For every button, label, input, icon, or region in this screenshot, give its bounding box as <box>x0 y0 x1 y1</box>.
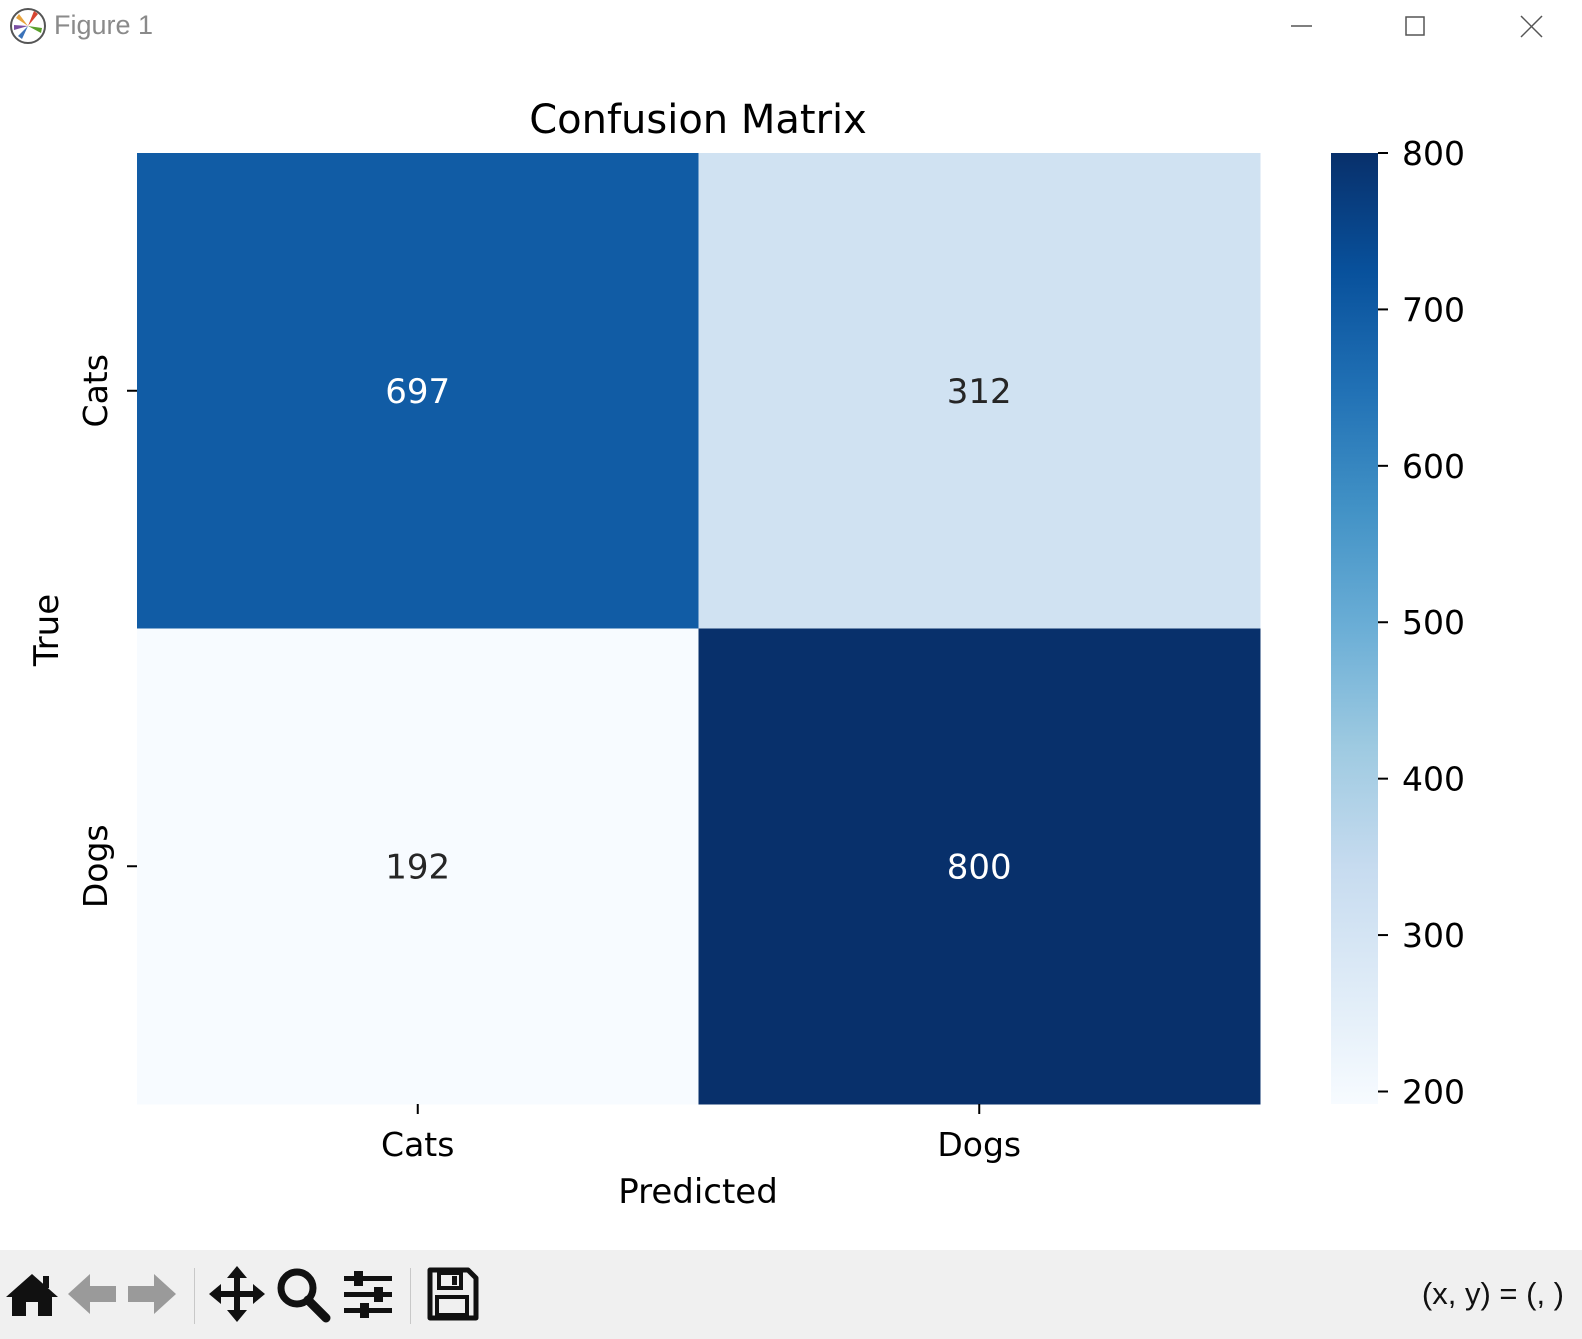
close-icon <box>1520 15 1543 38</box>
x-tick-label: Dogs <box>937 1125 1021 1164</box>
toolbar-separator <box>194 1268 195 1324</box>
window-titlebar: Figure 1 <box>0 0 1582 54</box>
maximize-icon <box>1405 16 1425 36</box>
pan-icon <box>209 1266 265 1322</box>
pan-button[interactable] <box>207 1264 267 1324</box>
matplotlib-logo-icon <box>10 8 46 44</box>
colorbar-tick-label: 600 <box>1402 447 1465 486</box>
cursor-coordinates: (x, y) = (, ) <box>1421 1276 1564 1311</box>
y-tick-label: Cats <box>76 354 115 427</box>
toolbar-separator <box>410 1268 411 1324</box>
colorbar-tick-label: 700 <box>1402 290 1465 329</box>
cell-annotation: 800 <box>947 847 1012 887</box>
colorbar <box>1331 153 1378 1104</box>
heatmap-cell <box>137 628 699 1105</box>
window-title: Figure 1 <box>54 10 154 40</box>
zoom-icon <box>277 1268 331 1323</box>
colorbar-tick-label: 300 <box>1402 916 1465 955</box>
back-icon <box>68 1274 116 1314</box>
forward-icon <box>128 1274 176 1314</box>
cell-annotation: 312 <box>947 372 1012 412</box>
configure-subplots-button[interactable] <box>338 1264 398 1324</box>
maximize-button[interactable] <box>1366 0 1466 54</box>
x-axis-label: Predicted <box>618 1172 778 1212</box>
close-button[interactable] <box>1482 0 1582 54</box>
colorbar-tick-label: 200 <box>1402 1072 1465 1111</box>
heatmap-cell <box>137 153 699 629</box>
minimize-button[interactable] <box>1252 0 1352 54</box>
cell-annotation: 697 <box>385 372 450 412</box>
y-axis-label: True <box>27 594 67 667</box>
colorbar-tick-label: 400 <box>1402 760 1465 799</box>
heatmap-cell <box>698 153 1261 629</box>
home-button[interactable] <box>2 1264 62 1324</box>
colorbar-ticks: 200 300 400 500 600 700 800 <box>1378 134 1465 1111</box>
heatmap-cells: 697 312 192 800 <box>137 153 1261 1105</box>
chart-title: Confusion Matrix <box>529 97 867 143</box>
back-button[interactable] <box>62 1264 122 1324</box>
zoom-button[interactable] <box>272 1264 332 1324</box>
forward-button[interactable] <box>122 1264 182 1324</box>
navigation-toolbar: (x, y) = (, ) <box>0 1250 1582 1339</box>
y-tick-label: Dogs <box>76 824 115 908</box>
colorbar-tick-label: 500 <box>1402 603 1465 642</box>
save-button[interactable] <box>422 1264 482 1324</box>
cell-annotation: 192 <box>385 847 450 887</box>
x-tick-label: Cats <box>381 1125 454 1164</box>
heatmap-cell <box>698 628 1261 1105</box>
colorbar-tick-label: 800 <box>1402 134 1465 173</box>
heatmap-axes: Cats Dogs Cats Dogs <box>76 354 1021 1164</box>
minimize-icon <box>1291 25 1312 27</box>
configure-subplots-icon <box>344 1271 392 1318</box>
save-icon <box>427 1267 479 1321</box>
home-icon <box>6 1274 58 1316</box>
